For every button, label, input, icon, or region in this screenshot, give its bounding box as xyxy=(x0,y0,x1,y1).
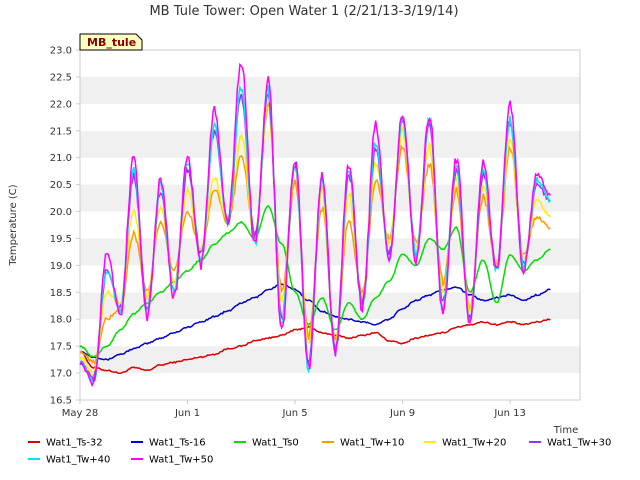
legend-label: Wat1_Tw+20 xyxy=(442,438,506,449)
plot-frame xyxy=(79,49,581,401)
x-axis-ticks: May 28 Jun 1 Jun 5 Jun 9 Jun 13 xyxy=(62,400,526,419)
y-tick-label: 21.5 xyxy=(50,126,72,137)
x-tick-label: Jun 9 xyxy=(389,408,415,419)
y-axis-label: Temperature (C) xyxy=(8,184,19,266)
grid-band xyxy=(80,50,580,77)
chart-title: MB Tule Tower: Open Water 1 (2/21/13-3/1… xyxy=(149,4,458,19)
x-tick-label: Jun 5 xyxy=(281,408,307,419)
x-axis-label: Time xyxy=(553,425,578,436)
badge-label: MB_tule xyxy=(87,36,136,49)
series-line-wat1-ts0 xyxy=(79,204,551,358)
legend-label: Wat1_Tw+40 xyxy=(46,455,110,466)
series-lines xyxy=(79,62,552,388)
legend-label: Wat1_Ts-16 xyxy=(149,438,206,449)
legend-label: Wat1_Ts-32 xyxy=(46,438,103,449)
y-tick-label: 17.0 xyxy=(50,369,72,380)
grid-band xyxy=(80,76,580,104)
y-tick-label: 20.5 xyxy=(50,180,72,191)
legend-label: Wat1_Tw+30 xyxy=(547,438,611,449)
y-tick-label: 18.5 xyxy=(50,288,72,299)
grid-band xyxy=(80,346,580,374)
y-axis-ticks: 16.5 17.0 17.5 18.0 18.5 19.0 19.5 20.0 20.5 21.0… xyxy=(50,46,80,407)
grid-band xyxy=(80,103,580,131)
y-tick-label: 19.5 xyxy=(50,234,72,245)
grid-band xyxy=(80,130,580,158)
legend: Wat1_Ts-32 Wat1_Ts-16 Wat1_Ts0 Wat1_Tw+10 Wa… xyxy=(28,438,611,466)
station-badge: MB_tule xyxy=(79,33,143,51)
y-tick-label: 19.0 xyxy=(50,261,72,272)
series-line-wat1-tw-50 xyxy=(79,62,552,388)
x-tick-label: Jun 1 xyxy=(174,408,200,419)
grid-band xyxy=(80,373,580,400)
legend-label: Wat1_Ts0 xyxy=(252,438,299,449)
y-tick-label: 21.0 xyxy=(50,153,72,164)
x-tick-label: Jun 13 xyxy=(493,408,526,419)
y-tick-label: 22.5 xyxy=(50,72,72,83)
legend-label: Wat1_Tw+50 xyxy=(149,455,213,466)
y-tick-label: 16.5 xyxy=(50,396,72,407)
y-tick-label: 22.0 xyxy=(50,99,72,110)
y-tick-label: 17.5 xyxy=(50,342,72,353)
grid-band xyxy=(80,319,580,347)
series-line-wat1-ts-32 xyxy=(80,318,551,375)
x-tick-label: May 28 xyxy=(62,408,99,419)
badge-shape xyxy=(79,33,143,51)
legend-label: Wat1_Tw+10 xyxy=(340,438,404,449)
y-tick-label: 20.0 xyxy=(50,207,72,218)
grid-band xyxy=(80,157,580,185)
y-tick-label: 18.0 xyxy=(50,315,72,326)
y-tick-label: 23.0 xyxy=(50,46,72,57)
